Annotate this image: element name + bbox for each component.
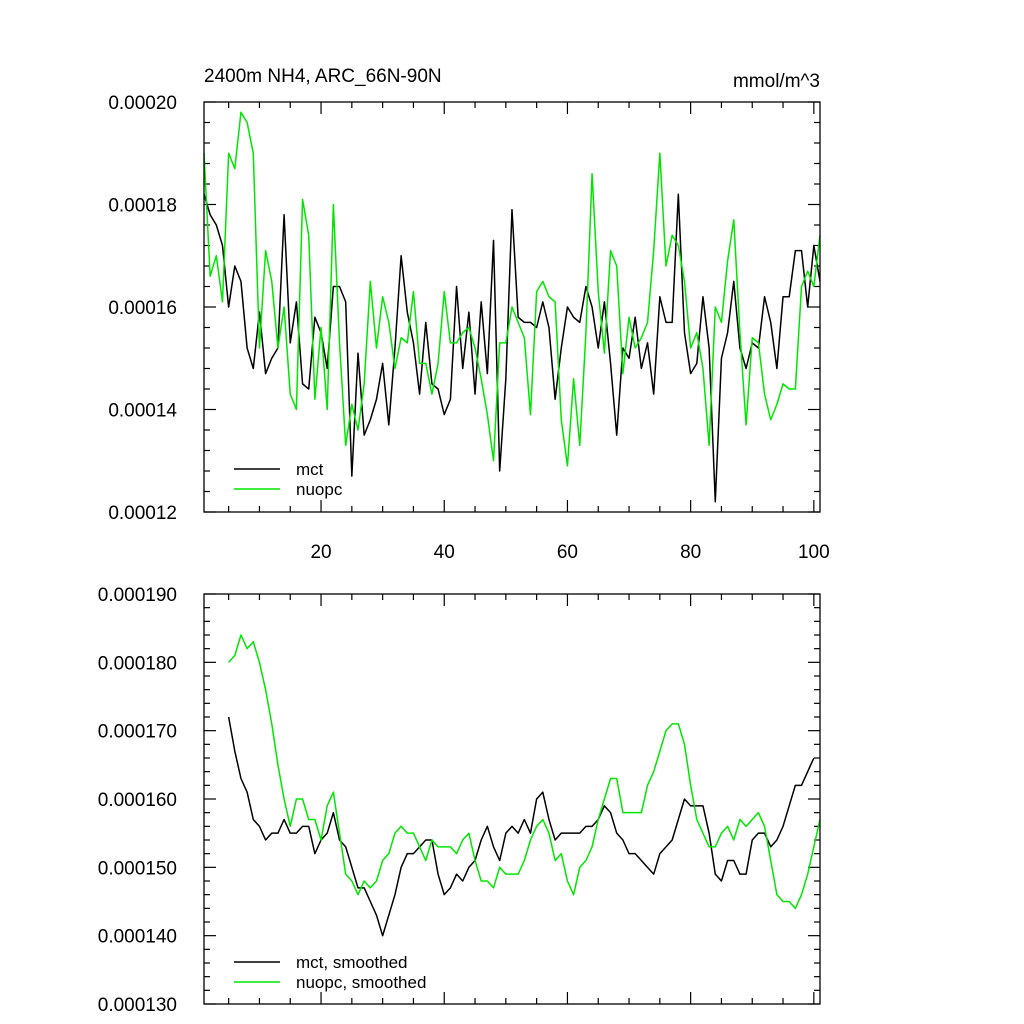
bottom-series-layer [227, 634, 821, 937]
top-chart-units: mmol/m^3 [733, 71, 820, 92]
bottom-series-line-mct-smoothed [227, 716, 815, 937]
top-x-tick-label: 100 [798, 542, 830, 563]
top-tick-labels: 0.00012 0.00014 0.00016 0.00018 0.00020 20 40 6… [108, 93, 829, 563]
top-plot-frame [203, 101, 821, 513]
top-legend: mct nuopc [234, 460, 343, 499]
top-x-tick-label: 20 [310, 542, 331, 563]
bottom-y-tick-label: 0.000150 [98, 858, 177, 879]
bottom-legend: mct, smoothed nuopc, smoothed [234, 953, 426, 992]
top-panel: 2400m NH4, ARC_66N-90N mmol/m^3 0.000120… [108, 66, 829, 563]
bottom-tick-labels: 0.000130 0.000140 0.000150 0.000160 0.000170… [98, 585, 177, 1016]
top-series-layer [203, 111, 821, 503]
top-series-line-nuopc [203, 111, 821, 467]
bottom-y-tick-label: 0.000180 [98, 653, 177, 674]
bottom-legend-label-mct: mct, smoothed [296, 953, 408, 972]
top-y-tick-label: 0.00016 [108, 298, 177, 319]
bottom-y-tick-label: 0.000130 [98, 995, 177, 1016]
bottom-legend-label-nuopc: nuopc, smoothed [296, 973, 426, 992]
bottom-y-tick-label: 0.000170 [98, 722, 177, 743]
top-chart-title: 2400m NH4, ARC_66N-90N [204, 66, 442, 87]
top-axis-ticks [204, 101, 820, 513]
bottom-series-line-nuopc-smoothed [228, 634, 821, 910]
top-y-tick-label: 0.00014 [108, 401, 177, 422]
top-legend-label-mct: mct [296, 460, 324, 479]
top-x-tick-label: 40 [434, 542, 455, 563]
top-x-tick-label: 60 [557, 542, 578, 563]
top-series-line-mct [203, 193, 821, 503]
top-y-tick-label: 0.00018 [108, 196, 177, 217]
bottom-y-tick-label: 0.000190 [98, 585, 177, 606]
top-x-tick-label: 80 [680, 542, 701, 563]
top-legend-label-nuopc: nuopc [296, 480, 343, 499]
top-y-tick-label: 0.00020 [108, 93, 177, 114]
bottom-y-tick-label: 0.000160 [98, 790, 177, 811]
bottom-panel: 0.000130 0.000140 0.000150 0.000160 0.000170… [98, 585, 821, 1016]
bottom-y-tick-label: 0.000140 [98, 927, 177, 948]
top-y-tick-label: 0.00012 [108, 503, 177, 524]
bottom-plot-frame [203, 593, 821, 1005]
